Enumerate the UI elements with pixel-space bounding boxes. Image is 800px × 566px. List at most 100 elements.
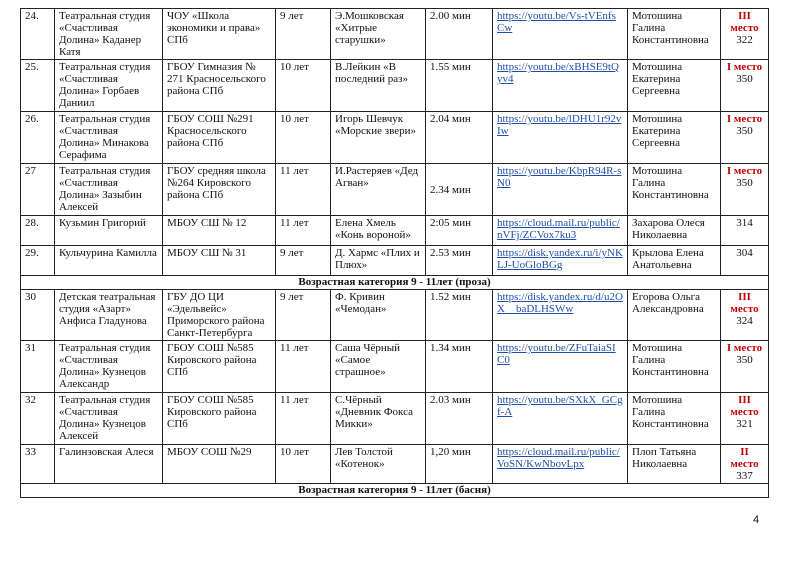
teacher-cell: Крылова Елена Анатольевна <box>627 245 721 276</box>
section-header-row: Возрастная категория 9 - 11лет (проза) <box>20 275 769 290</box>
work-cell: С.Чёрный «Дневник Фокса Микки» <box>330 392 426 445</box>
video-link-cell: https://youtu.be/ZFuTaiaSIC0 <box>492 340 628 393</box>
school-cell: ГБОУ СОШ №585 Кировского района СПб <box>162 392 276 445</box>
age-cell: 10 лет <box>275 444 331 484</box>
participant-cell: Театральная студия «Счастливая Долина» К… <box>54 392 163 445</box>
place-badge: I место <box>726 165 763 177</box>
participant-cell: Театральная студия «Счастливая Долина» Г… <box>54 59 163 112</box>
age-cell: 10 лет <box>275 111 331 164</box>
work-cell: Д. Хармс «Плих и Плюх» <box>330 245 426 276</box>
place-badge: I место <box>726 61 763 73</box>
work-cell: Лев Толстой «Котенок» <box>330 444 426 484</box>
table-row: 33 Галинзовская Алеся МБОУ СОШ №29 10 лет Ле… <box>20 444 769 484</box>
teacher-cell: Мотошина Екатерина Сергеевна <box>627 59 721 112</box>
result-cell: I место 350 <box>720 59 769 112</box>
result-cell: 314 <box>720 215 769 246</box>
entry-number: 32 <box>20 392 55 445</box>
work-cell: В.Лейкин «В последний раз» <box>330 59 426 112</box>
score: 304 <box>736 247 753 259</box>
school-cell: МБОУ СОШ №29 <box>162 444 276 484</box>
age-cell: 11 лет <box>275 392 331 445</box>
duration-cell: 2.34 мин <box>425 163 493 216</box>
place-badge: III место <box>730 394 759 418</box>
participant-cell: Театральная студия «Счастливая Долина» М… <box>54 111 163 164</box>
age-cell: 11 лет <box>275 215 331 246</box>
entry-number: 24. <box>20 8 55 60</box>
table-row: 26. Театральная студия «Счастливая Долина… <box>20 111 769 164</box>
score: 314 <box>736 217 753 229</box>
entry-number: 26. <box>20 111 55 164</box>
duration-cell: 2.00 мин <box>425 8 493 60</box>
video-link-cell: https://youtu.be/xBHSE9tQyv4 <box>492 59 628 112</box>
video-link[interactable]: https://youtu.be/Vs-tVEnfsCw <box>497 10 616 34</box>
results-table: 24. Театральная студия «Счастливая Долина… <box>20 8 769 498</box>
entry-number: 31 <box>20 340 55 393</box>
video-link[interactable]: https://youtu.be/ZFuTaiaSIC0 <box>497 342 616 366</box>
video-link-cell: https://youtu.be/SXkX_GCgf-A <box>492 392 628 445</box>
video-link[interactable]: https://youtu.be/lDHU1r92vIw <box>497 113 622 137</box>
table-row: 25. Театральная студия «Счастливая Долина… <box>20 59 769 112</box>
video-link[interactable]: https://youtu.be/KbpR94R-sN0 <box>497 165 622 189</box>
result-cell: 304 <box>720 245 769 276</box>
score: 350 <box>736 177 753 189</box>
video-link[interactable]: https://youtu.be/xBHSE9tQyv4 <box>497 61 619 85</box>
duration-cell: 2.04 мин <box>425 111 493 164</box>
duration-cell: 2.53 мин <box>425 245 493 276</box>
teacher-cell: Мотошина Екатерина Сергеевна <box>627 111 721 164</box>
table-row: 27 Театральная студия «Счастливая Долина»… <box>20 163 769 216</box>
result-cell: I место 350 <box>720 163 769 216</box>
age-cell: 9 лет <box>275 8 331 60</box>
place-badge: III место <box>730 291 759 315</box>
result-cell: II место 337 <box>720 444 769 484</box>
video-link-cell: https://cloud.mail.ru/public/nVFj/ZCVox7… <box>492 215 628 246</box>
school-cell: ГБОУ средняя школа №264 Кировского район… <box>162 163 276 216</box>
age-cell: 10 лет <box>275 59 331 112</box>
school-cell: ГБОУ СОШ №291 Красносельского района СПб <box>162 111 276 164</box>
score: 350 <box>736 73 753 85</box>
video-link[interactable]: https://disk.yandex.ru/i/yNKLJ-UoGloBGg <box>497 247 623 271</box>
participant-cell: Театральная студия «Счастливая Долина» К… <box>54 8 163 60</box>
work-cell: Игорь Шевчук «Морские звери» <box>330 111 426 164</box>
score: 321 <box>736 418 753 430</box>
video-link-cell: https://disk.yandex.ru/d/u2OX__baDLHSWw <box>492 289 628 341</box>
video-link-cell: https://disk.yandex.ru/i/yNKLJ-UoGloBGg <box>492 245 628 276</box>
age-cell: 9 лет <box>275 289 331 341</box>
participant-cell: Театральная студия «Счастливая Долина» К… <box>54 340 163 393</box>
work-cell: Елена Хмель «Конь вороной» <box>330 215 426 246</box>
teacher-cell: Мотошина Галина Константиновна <box>627 340 721 393</box>
duration-cell: 2.03 мин <box>425 392 493 445</box>
age-cell: 11 лет <box>275 163 331 216</box>
section-title: Возрастная категория 9 - 11лет (проза) <box>20 275 769 290</box>
duration-cell: 1.55 мин <box>425 59 493 112</box>
teacher-cell: Мотошина Галина Константиновна <box>627 392 721 445</box>
teacher-cell: Мотошина Галина Константиновна <box>627 163 721 216</box>
teacher-cell: Егорова Ольга Александровна <box>627 289 721 341</box>
table-row: 30 Детская театральная студия «Азарт» Анф… <box>20 289 769 341</box>
table-row: 31 Театральная студия «Счастливая Долина»… <box>20 340 769 393</box>
video-link[interactable]: https://cloud.mail.ru/public/VoSN/KwNbov… <box>497 446 620 470</box>
participant-cell: Галинзовская Алеся <box>54 444 163 484</box>
place-badge: III место <box>730 10 759 34</box>
teacher-cell: Захарова Олеся Николаевна <box>627 215 721 246</box>
entry-number: 27 <box>20 163 55 216</box>
teacher-cell: Плоп Татьяна Николаевна <box>627 444 721 484</box>
video-link-cell: https://youtu.be/KbpR94R-sN0 <box>492 163 628 216</box>
section-title: Возрастная категория 9 - 11лет (басня) <box>20 483 769 498</box>
score: 324 <box>736 315 753 327</box>
entry-number: 25. <box>20 59 55 112</box>
work-cell: И.Растеряев «Дед Агван» <box>330 163 426 216</box>
video-link[interactable]: https://cloud.mail.ru/public/nVFj/ZCVox7… <box>497 217 620 241</box>
place-badge: I место <box>726 342 763 354</box>
school-cell: ГБОУ СОШ №585 Кировского района СПб <box>162 340 276 393</box>
teacher-cell: Мотошина Галина Константиновна <box>627 8 721 60</box>
table-row: 24. Театральная студия «Счастливая Долина… <box>20 8 769 60</box>
video-link-cell: https://youtu.be/lDHU1r92vIw <box>492 111 628 164</box>
video-link[interactable]: https://youtu.be/SXkX_GCgf-A <box>497 394 623 418</box>
duration-cell: 1.34 мин <box>425 340 493 393</box>
entry-number: 30 <box>20 289 55 341</box>
age-cell: 9 лет <box>275 245 331 276</box>
table-row: 28. Кузьмин Григорий МБОУ СШ № 12 11 лет Еле… <box>20 215 769 246</box>
result-cell: I место 350 <box>720 111 769 164</box>
video-link[interactable]: https://disk.yandex.ru/d/u2OX__baDLHSWw <box>497 291 623 315</box>
duration-cell: 1,20 мин <box>425 444 493 484</box>
